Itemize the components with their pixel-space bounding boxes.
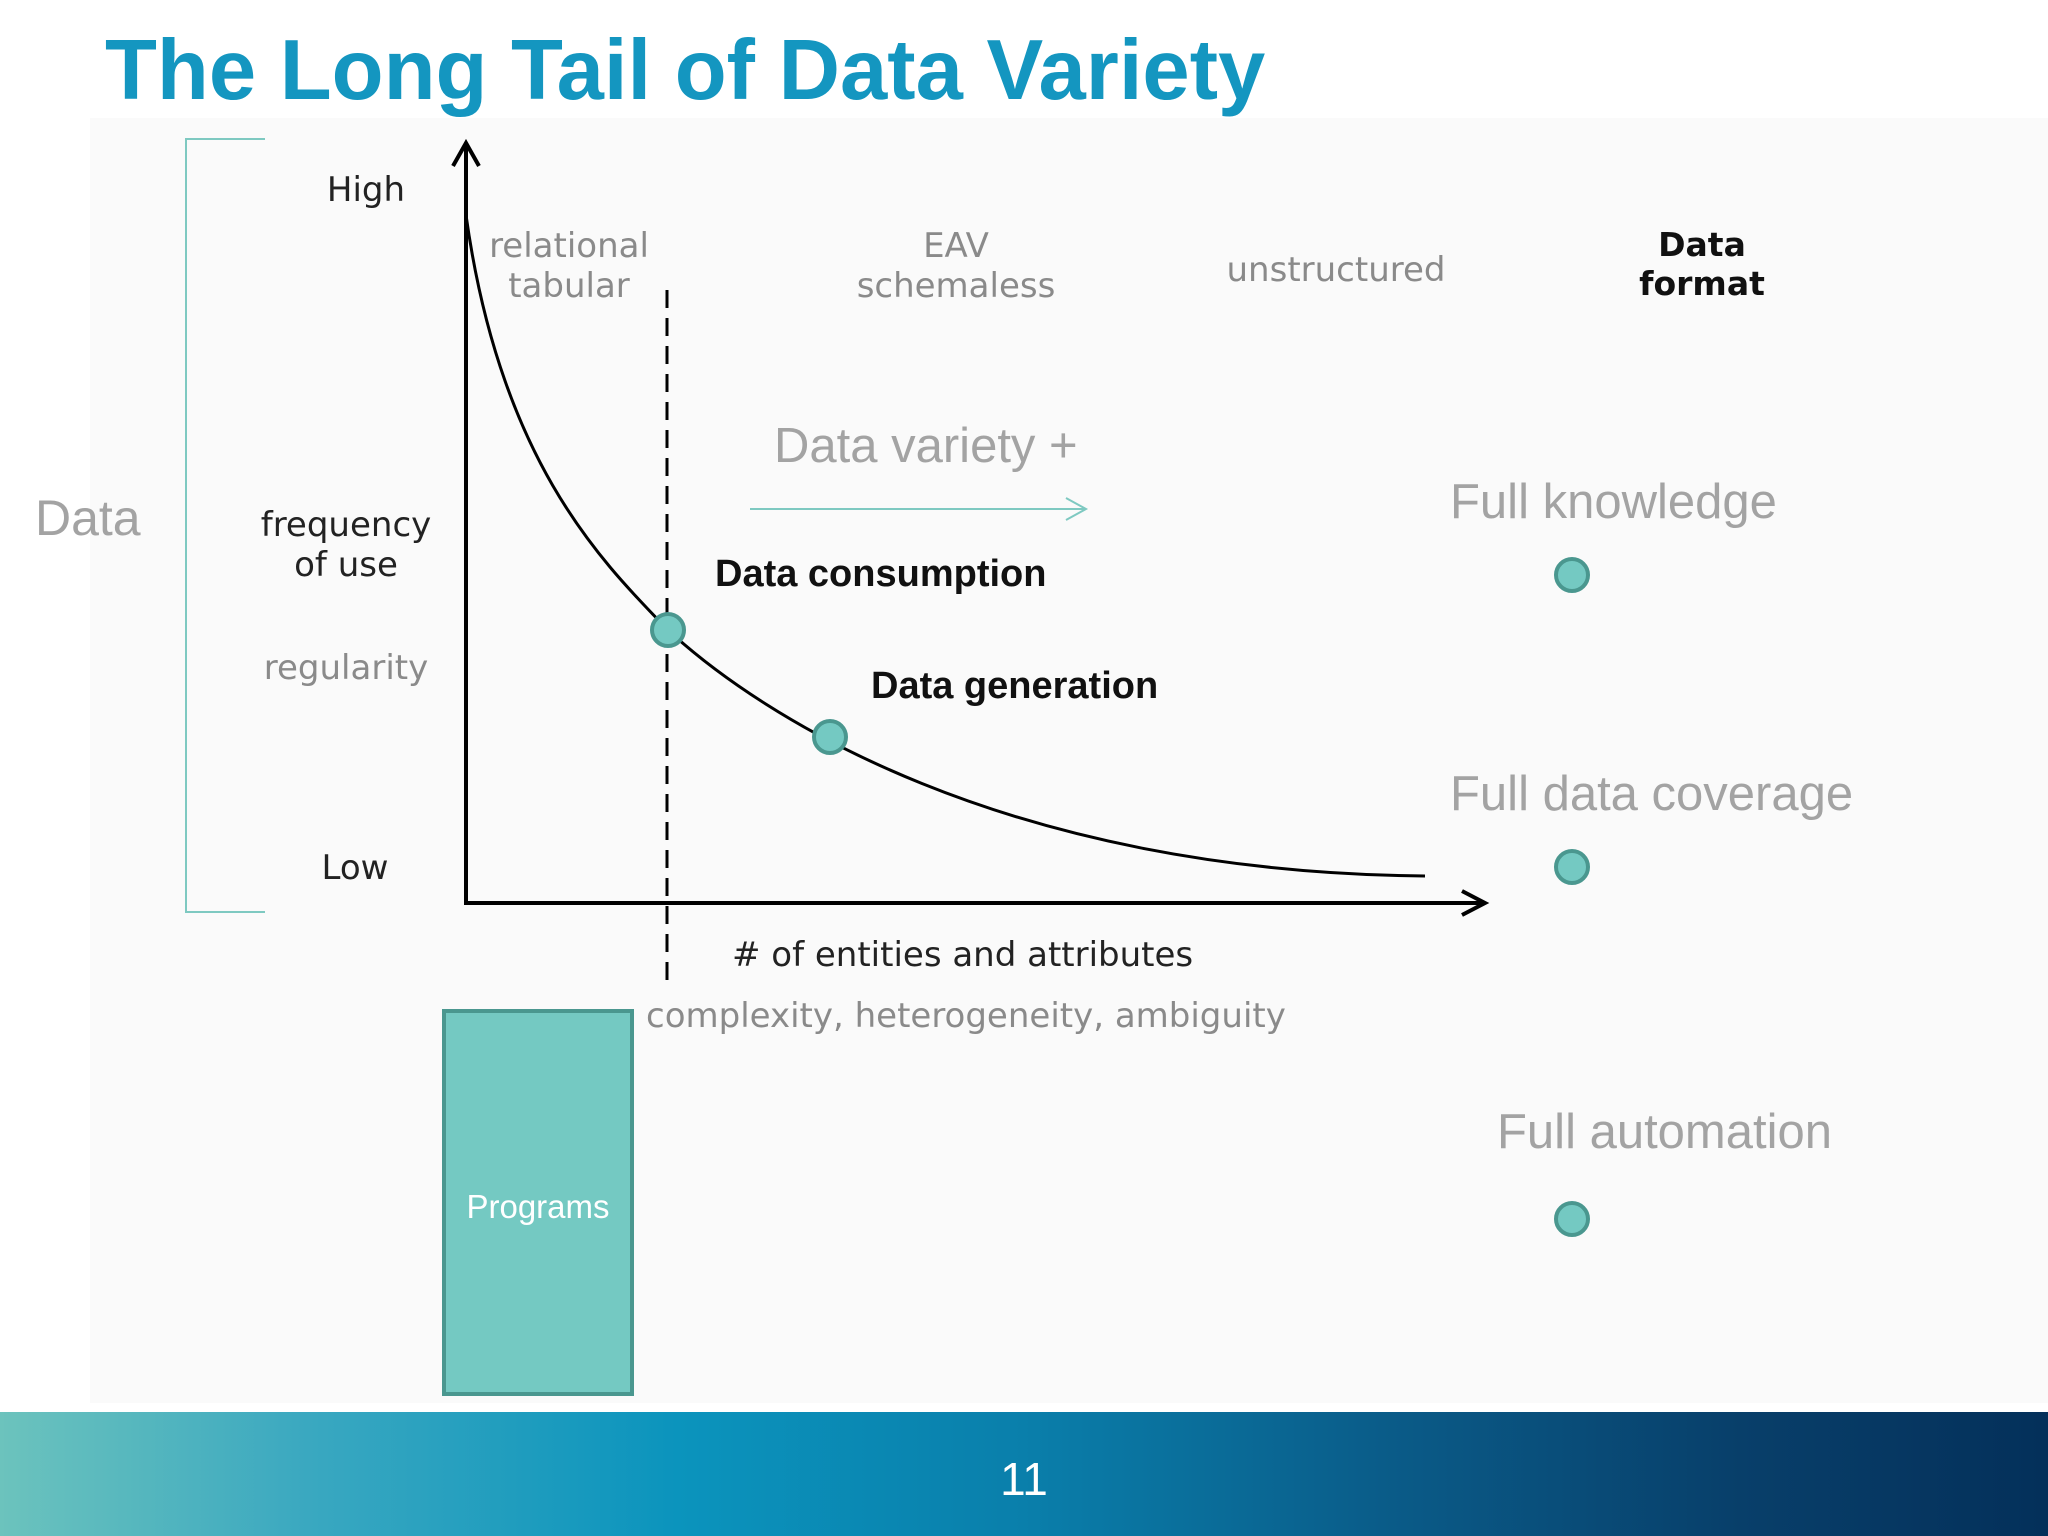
data-variety-label: Data variety + bbox=[774, 419, 1078, 473]
format-eav-label: EAV schemaless bbox=[857, 226, 1056, 306]
long-tail-curve bbox=[464, 214, 1426, 878]
page-number: 11 bbox=[1000, 1453, 1048, 1505]
eav-line-2: schemaless bbox=[856, 266, 1056, 307]
goal-full-knowledge-label: Full knowledge bbox=[1450, 475, 1777, 529]
data-format-header: Data format bbox=[1639, 225, 1765, 304]
data-format-line-2: format bbox=[1639, 263, 1765, 303]
frequency-line-1: frequency bbox=[260, 505, 432, 545]
data-consumption-point bbox=[650, 612, 686, 648]
programs-box: Programs bbox=[442, 1009, 634, 1396]
y-axis-high-label: High bbox=[326, 170, 406, 210]
goal-full-automation-label: Full automation bbox=[1497, 1105, 1833, 1159]
x-axis-arrowhead bbox=[1461, 889, 1490, 917]
y-axis-arrowhead bbox=[451, 138, 481, 167]
data-generation-label: Data generation bbox=[871, 665, 1159, 707]
y-axis-frequency-label: frequency of use bbox=[261, 505, 432, 585]
slide-title: The Long Tail of Data Variety bbox=[105, 23, 1266, 118]
x-axis-sublabel: complexity, heterogeneity, ambiguity bbox=[646, 996, 1286, 1036]
full-knowledge-marker bbox=[1554, 557, 1590, 593]
data-variety-arrowhead bbox=[1065, 497, 1089, 521]
y-axis-regularity-label: regularity bbox=[263, 648, 429, 688]
slide-content-panel bbox=[90, 118, 2048, 1403]
full-data-coverage-marker bbox=[1554, 849, 1590, 885]
eav-line-1: EAV bbox=[923, 226, 989, 266]
data-generation-point bbox=[812, 719, 848, 755]
format-unstructured-label: unstructured bbox=[1226, 250, 1446, 290]
y-axis-low-label: Low bbox=[321, 848, 389, 888]
data-format-line-1: Data bbox=[1658, 225, 1746, 264]
x-axis-label: # of entities and attributes bbox=[732, 935, 1194, 975]
data-bracket-label: Data bbox=[35, 490, 141, 546]
goal-full-data-coverage-label: Full data coverage bbox=[1450, 767, 1854, 821]
programs-label: Programs bbox=[466, 1188, 610, 1225]
relational-line-2: tabular bbox=[508, 266, 630, 307]
relational-line-1: relational bbox=[489, 226, 649, 266]
data-consumption-label: Data consumption bbox=[715, 553, 1047, 595]
format-relational-label: relational tabular bbox=[489, 226, 649, 306]
full-automation-marker bbox=[1554, 1201, 1590, 1237]
slide-footer-bar: 11 bbox=[0, 1412, 2048, 1536]
frequency-line-2: of use bbox=[294, 545, 398, 586]
data-bracket bbox=[185, 138, 265, 913]
